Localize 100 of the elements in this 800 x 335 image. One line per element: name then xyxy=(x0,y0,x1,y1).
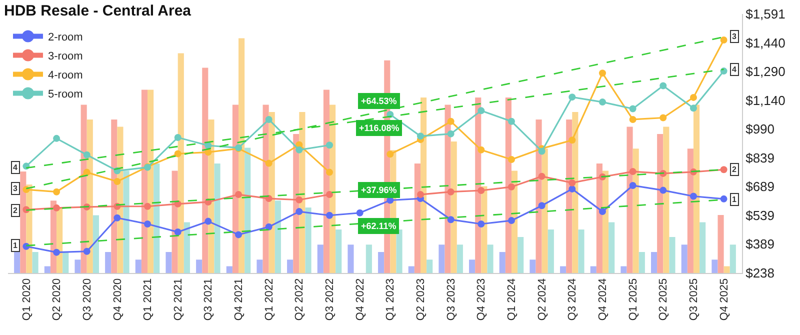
point xyxy=(265,116,272,123)
point xyxy=(538,148,546,155)
point xyxy=(386,150,394,158)
annotation: +37.96% xyxy=(361,185,397,195)
y-tick-label: $238 xyxy=(746,266,775,281)
point xyxy=(447,118,454,125)
x-tick-label: Q4 2025 xyxy=(718,278,730,321)
point xyxy=(447,130,454,138)
point xyxy=(629,168,636,176)
point xyxy=(53,204,60,212)
point xyxy=(690,94,697,101)
legend-label: 2-room xyxy=(48,32,83,44)
point xyxy=(296,208,303,216)
point xyxy=(114,214,121,222)
x-tick-label: Q2 2024 xyxy=(536,278,548,321)
x-tick-label: Q3 2020 xyxy=(81,278,94,321)
point xyxy=(447,216,454,224)
point xyxy=(83,151,90,158)
point xyxy=(326,142,333,149)
point xyxy=(204,218,212,225)
chart-title: HDB Resale - Central Area xyxy=(4,2,192,20)
point xyxy=(568,94,576,101)
annotation: 4 xyxy=(732,65,737,74)
x-tick-label: Q2 2022 xyxy=(294,278,306,321)
x-tick-label: Q4 2023 xyxy=(476,278,488,321)
point xyxy=(174,134,182,141)
y-tick-label: $839 xyxy=(746,150,775,166)
x-tick-label: Q3 2021 xyxy=(202,278,215,321)
annotation: 1 xyxy=(13,241,18,250)
point xyxy=(417,132,424,140)
annotation: 3 xyxy=(732,32,737,41)
x-tick-label: Q1 2025 xyxy=(627,278,640,321)
annotation: 2 xyxy=(13,206,18,215)
x-tick-label: Q4 2024 xyxy=(597,278,610,321)
point xyxy=(235,191,242,198)
point xyxy=(660,186,667,194)
point xyxy=(690,104,697,112)
x-tick-label: Q4 2020 xyxy=(112,278,124,321)
point xyxy=(598,70,606,77)
y-tick-label: $1,140 xyxy=(746,92,786,108)
x-tick-label: Q3 2025 xyxy=(688,278,700,321)
legend-label: 5-room xyxy=(48,88,83,101)
y-tick-label: $539 xyxy=(746,208,775,223)
point xyxy=(53,248,60,256)
point xyxy=(478,107,485,114)
point xyxy=(326,212,333,219)
point xyxy=(83,248,90,255)
x-tick-label: Q3 2023 xyxy=(445,278,458,321)
point xyxy=(660,82,667,90)
annotation: 2 xyxy=(732,165,737,174)
point xyxy=(568,179,576,186)
point xyxy=(356,209,364,216)
y-tick-label: $689 xyxy=(746,179,775,194)
point xyxy=(174,150,182,158)
point xyxy=(144,220,152,228)
point xyxy=(568,185,576,192)
annotation: +116.08% xyxy=(359,123,400,133)
point xyxy=(720,68,728,75)
y-tick-label: $1,591 xyxy=(746,6,786,22)
point xyxy=(265,223,272,230)
annotation: 4 xyxy=(13,163,18,172)
point xyxy=(235,231,242,238)
point xyxy=(174,228,182,236)
point xyxy=(53,188,60,196)
point xyxy=(598,98,606,106)
point xyxy=(265,160,272,167)
point xyxy=(720,195,728,202)
point xyxy=(114,178,121,185)
x-tick-label: Q1 2020 xyxy=(20,278,33,321)
point xyxy=(508,156,515,163)
point xyxy=(690,192,697,200)
point xyxy=(629,182,636,190)
x-tick-label: Q3 2022 xyxy=(324,278,336,321)
y-tick-label: $1,290 xyxy=(746,64,786,80)
y-tick-label: $1,440 xyxy=(746,35,786,50)
point xyxy=(508,217,515,224)
point xyxy=(508,183,515,190)
x-tick-label: Q1 2021 xyxy=(142,278,154,321)
point xyxy=(478,187,485,194)
annotation: +64.53% xyxy=(361,96,397,106)
point xyxy=(629,116,636,123)
y-tick-label: $389 xyxy=(746,236,775,252)
point xyxy=(53,134,60,142)
legend-label: 3-room xyxy=(48,50,83,63)
point xyxy=(447,188,454,196)
x-tick-label: Q2 2020 xyxy=(51,278,64,321)
x-tick-label: Q1 2022 xyxy=(263,278,276,321)
point xyxy=(296,196,303,204)
point xyxy=(83,168,90,176)
x-tick-label: Q4 2022 xyxy=(354,278,366,321)
point xyxy=(598,208,606,216)
x-tick-label: Q2 2023 xyxy=(415,278,428,321)
point xyxy=(538,172,546,180)
point xyxy=(326,191,333,198)
point xyxy=(538,202,546,210)
point xyxy=(478,146,485,154)
point xyxy=(568,136,576,144)
point xyxy=(508,118,515,125)
point xyxy=(660,114,667,122)
x-tick-label: Q3 2024 xyxy=(566,278,579,321)
